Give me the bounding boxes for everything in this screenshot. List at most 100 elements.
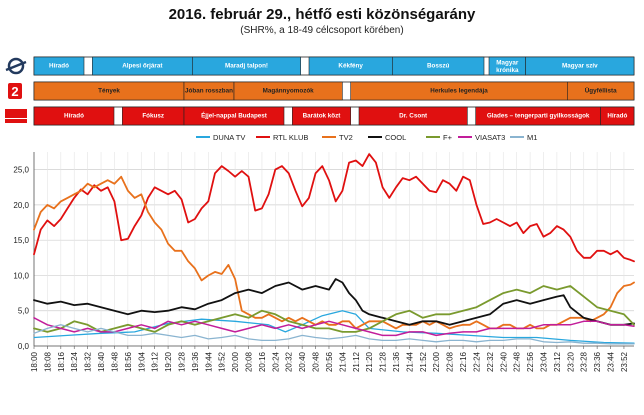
legend-item-rtl-klub: RTL KLUB (256, 133, 308, 142)
legend-item-m1: M1 (510, 133, 537, 142)
program-label: Maradj talpon! (225, 63, 268, 70)
x-tick-label: 23:12 (553, 351, 562, 372)
x-tick-label: 20:56 (325, 351, 334, 372)
x-tick-label: 20:24 (271, 351, 280, 372)
legend-label: COOL (385, 133, 406, 142)
x-tick-label: 18:56 (124, 351, 133, 372)
legend-item-tv2: TV2 (322, 133, 353, 142)
x-tick-label: 22:48 (513, 351, 522, 372)
x-tick-label: 19:04 (137, 351, 146, 372)
program-block (525, 56, 635, 76)
x-axis: 18:00 18:08 18:16 18:24 18:32 18:40 18:48 18:56… (30, 345, 634, 372)
chart-title: 2016. február 29., hétfő esti közönségar… (168, 6, 476, 23)
legend-label: M1 (527, 133, 537, 142)
x-tick-label: 18:32 (84, 351, 93, 372)
legend-item-f-: F+ (426, 133, 453, 142)
program-block (233, 81, 343, 101)
x-tick-label: 21:12 (352, 351, 361, 372)
channel-logo-tv2: 2 (8, 83, 22, 99)
y-tick-label: 0,0 (18, 342, 30, 351)
chart-subtitle: (SHR%, a 18-49 célcsoport körében) (240, 25, 404, 36)
y-axis: 0,0 5,0 10,0 15,0 20,0 25,0 (13, 152, 35, 351)
x-tick-label: 21:20 (365, 351, 374, 372)
y-tick-label: 25,0 (13, 166, 29, 175)
series-line-m1 (33, 324, 635, 345)
chart-legend: DUNA TV RTL KLUB TV2 COOL F+ VIASAT3 M1 (196, 133, 537, 142)
x-tick-label: 22:56 (526, 351, 535, 372)
y-tick-label: 10,0 (13, 271, 29, 280)
program-label: Jóban rosszban (185, 88, 233, 95)
program-label: Glades – tengerparti gyilkosságok (487, 113, 590, 120)
program-block (33, 56, 85, 76)
program-label: Híradó (49, 63, 69, 70)
channel-logo-rtl-klub (5, 109, 27, 123)
program-label: Magyar krónika (496, 59, 519, 73)
channel-logo-m1 (5, 57, 27, 75)
series-line-viasat3 (33, 317, 635, 337)
program-block (600, 106, 635, 126)
program-block (567, 81, 635, 101)
series-line-cool (33, 278, 635, 326)
x-tick-label: 23:20 (566, 351, 575, 372)
program-block (292, 106, 351, 126)
data-series (33, 153, 635, 345)
x-tick-label: 18:00 (30, 351, 39, 372)
x-tick-label: 19:12 (151, 351, 160, 372)
program-schedule: Híradó Alpesi őrjárat Maradj talpon! Kékfén… (33, 56, 635, 126)
x-tick-label: 22:24 (472, 351, 481, 372)
program-label: Herkules legendája (430, 88, 488, 95)
x-tick-label: 20:40 (298, 351, 307, 372)
schedule-row-m1: Híradó Alpesi őrjárat Maradj talpon! Kékfén… (33, 56, 635, 76)
x-tick-label: 23:28 (580, 351, 589, 372)
x-tick-label: 22:32 (486, 351, 495, 372)
schedule-row-rtl-klub: Híradó Fókusz Éjjel-nappal Budapest Barátok… (33, 106, 635, 126)
x-tick-label: 21:36 (392, 351, 401, 372)
legend-item-cool: COOL (368, 133, 406, 142)
x-tick-label: 18:40 (97, 351, 106, 372)
program-label: Dr. Csont (399, 113, 428, 120)
program-label: Éjjel-nappal Budapest (201, 111, 268, 120)
grid-lines (33, 152, 634, 347)
channel-logos: 2 (5, 57, 27, 123)
program-label: Híradó (607, 113, 627, 120)
x-tick-label: 21:44 (405, 351, 414, 372)
program-block (33, 106, 115, 126)
x-tick-label: 22:16 (459, 351, 468, 372)
x-tick-label: 22:40 (499, 351, 508, 372)
x-tick-label: 18:08 (43, 351, 52, 372)
x-tick-label: 20:08 (245, 351, 254, 372)
y-tick-label: 15,0 (13, 236, 29, 245)
x-tick-label: 23:44 (607, 351, 616, 372)
x-tick-label: 23:04 (539, 351, 548, 372)
x-tick-label: 21:28 (379, 351, 388, 372)
program-label: Fókusz (142, 113, 164, 120)
series-line-rtl-klub (33, 153, 635, 263)
legend-label: F+ (443, 133, 453, 142)
svg-text:2: 2 (11, 84, 18, 99)
program-label: Magyar szív (562, 63, 598, 70)
x-tick-label: 19:44 (204, 351, 213, 372)
x-tick-label: 18:48 (110, 351, 119, 372)
program-label: Kékfény (338, 63, 363, 70)
program-label: Tények (98, 88, 120, 95)
y-tick-label: 20,0 (13, 201, 29, 210)
program-label: Barátok közt (303, 113, 342, 120)
x-tick-label: 20:00 (231, 351, 240, 372)
program-label: Híradó (64, 113, 84, 120)
program-block (183, 106, 285, 126)
x-tick-label: 19:20 (164, 351, 173, 372)
legend-label: DUNA TV (213, 133, 245, 142)
x-tick-label: 19:28 (177, 351, 186, 372)
schedule-row-tv2: Tények Jóban rosszban Magánnyomozók Herkule… (33, 81, 635, 101)
program-block (392, 56, 485, 76)
x-tick-label: 19:52 (218, 351, 227, 372)
legend-label: TV2 (339, 133, 353, 142)
x-tick-label: 21:52 (419, 351, 428, 372)
x-tick-label: 22:00 (432, 351, 441, 372)
program-block (192, 56, 301, 76)
legend-label: RTL KLUB (273, 133, 308, 142)
program-block (358, 106, 468, 126)
program-label: Bosszú (427, 63, 450, 70)
y-tick-label: 5,0 (18, 307, 30, 316)
